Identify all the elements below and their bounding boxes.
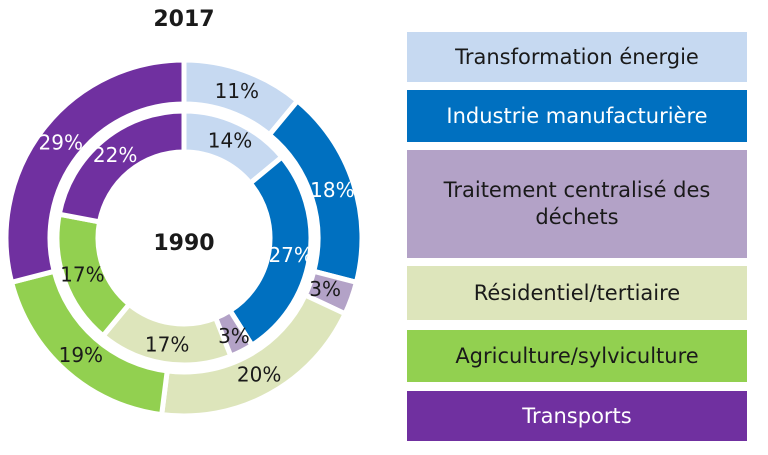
legend-item-agriculture-sylviculture: Agriculture/sylviculture [407,330,747,382]
outer-label-residentiel-tertiaire: 20% [237,363,281,387]
legend-item-transports: Transports [407,391,747,441]
outer-label-transformation-energie: 11% [215,79,259,103]
legend-label: Traitement centralisé des déchets [443,178,711,229]
inner-slice-transports [56,108,187,225]
data-labels: 11% 18% 3% 20% 19% 29% 14% 27% 3% 17% 17% 22% [39,79,355,386]
legend-label: Agriculture/sylviculture [455,343,699,368]
legend-label: Transports [522,403,632,428]
legend-label: Transformation énergie [455,44,699,69]
outer-ring-2017 [3,57,365,419]
inner-label-transports: 22% [93,143,137,167]
legend-label: Résidentiel/tertiaire [473,280,681,305]
inner-label-industrie-manufacturiere: 27% [268,243,312,267]
legend-item-residentiel-tertiaire: Résidentiel/tertiaire [407,266,747,320]
legend-item-traitement-dechets: Traitement centralisé des déchets [407,150,747,258]
outer-ring-label: 2017 [153,7,214,32]
inner-label-agriculture-sylviculture: 17% [60,263,104,287]
outer-label-traitement-dechets: 3% [309,277,341,301]
inner-ring-1990 [54,108,314,368]
outer-label-agriculture-sylviculture: 19% [59,343,103,367]
legend-item-transformation-energie: Transformation énergie [407,32,747,82]
inner-label-transformation-energie: 14% [208,128,252,152]
legend-label: Industrie manufacturière [446,103,708,128]
outer-label-transports: 29% [39,130,83,154]
outer-slice-transports [3,57,187,286]
inner-label-residentiel-tertiaire: 17% [145,333,189,357]
outer-label-industrie-manufacturiere: 18% [310,178,354,202]
inner-ring-label: 1990 [153,231,214,256]
legend-item-industrie-manufacturiere: Industrie manufacturière [407,90,747,142]
inner-label-traitement-dechets: 3% [218,324,250,348]
